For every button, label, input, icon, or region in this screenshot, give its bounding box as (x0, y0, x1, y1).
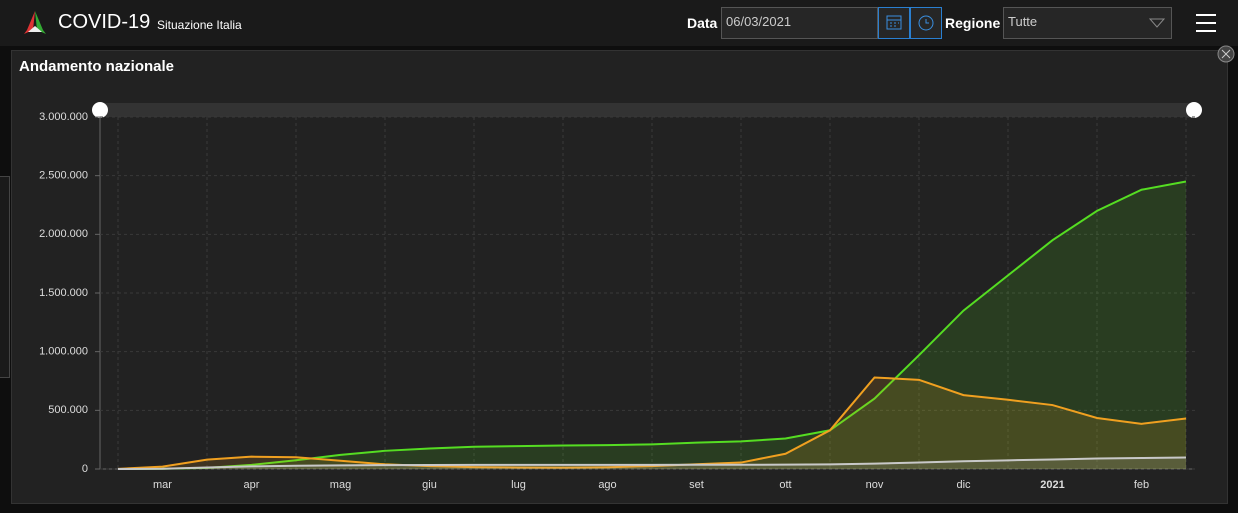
dropdown-arrow (1149, 18, 1165, 28)
chart-panel: Andamento nazionale (11, 50, 1228, 504)
calendar-icon (886, 15, 902, 30)
logo (24, 11, 46, 34)
date-input[interactable]: 06/03/2021 (721, 7, 878, 39)
side-tab[interactable] (0, 176, 10, 378)
menu-button[interactable] (1195, 13, 1217, 33)
region-select[interactable]: Tutte (1003, 7, 1172, 39)
app-title: COVID-19 (58, 11, 151, 33)
date-label: Data (687, 15, 718, 31)
app-subtitle: Situazione Italia (157, 18, 242, 32)
time-button[interactable] (910, 7, 942, 39)
panel-title: Andamento nazionale (19, 58, 175, 75)
clock-icon (918, 15, 934, 31)
region-label: Regione (945, 15, 1001, 31)
expand-button[interactable] (1217, 45, 1235, 63)
calendar-button[interactable] (878, 7, 910, 39)
top-bar: COVID-19 Situazione Italia Data 06/03/20… (0, 0, 1238, 46)
